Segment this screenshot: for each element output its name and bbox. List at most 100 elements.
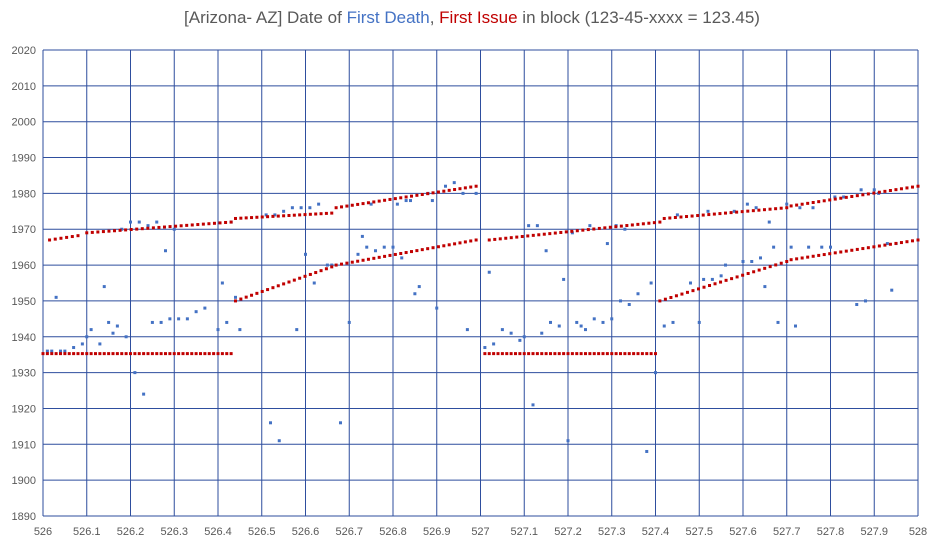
first-issue-point — [415, 249, 419, 253]
title-first-issue: First Issue — [439, 8, 518, 27]
first-issue-point — [340, 205, 344, 209]
first-death-point — [619, 299, 622, 303]
x-tick-label: 527.3 — [598, 526, 626, 538]
first-issue-point — [741, 273, 745, 277]
first-issue-point — [806, 255, 810, 259]
first-death-point — [885, 242, 889, 246]
first-issue-point — [527, 352, 531, 356]
first-issue-point — [553, 231, 557, 235]
grid — [42, 49, 919, 517]
first-issue-point — [822, 199, 826, 203]
first-issue-point — [76, 234, 80, 238]
first-death-point — [54, 295, 58, 299]
first-death-point — [785, 202, 789, 206]
first-issue-point — [877, 190, 881, 194]
first-issue-point — [640, 352, 644, 356]
first-death-point — [185, 317, 189, 321]
first-issue-point — [632, 352, 636, 356]
first-issue-point — [487, 352, 491, 356]
first-issue-point — [669, 295, 673, 299]
first-death-point — [203, 306, 207, 310]
first-issue-point — [146, 226, 150, 230]
first-issue-point — [542, 232, 546, 236]
first-issue-point — [608, 225, 612, 229]
first-death-point — [452, 181, 456, 185]
first-issue-point — [570, 352, 574, 356]
first-issue-point — [244, 295, 248, 299]
first-issue-point — [757, 268, 761, 272]
first-death-point — [111, 331, 115, 335]
first-issue-point — [168, 225, 172, 229]
title-first-death: First Death — [346, 8, 430, 27]
first-issue-point — [493, 237, 497, 241]
y-tick-label: 1940 — [12, 332, 36, 344]
first-issue-point — [872, 191, 876, 195]
first-issue-point — [570, 229, 574, 233]
first-issue-point — [910, 239, 914, 243]
first-death-point — [570, 231, 574, 235]
first-issue-point — [426, 247, 430, 251]
first-death-point — [137, 220, 141, 224]
first-issue-point — [70, 235, 74, 239]
first-issue-point — [255, 215, 259, 219]
first-issue-point — [442, 244, 446, 248]
first-issue-point — [910, 185, 914, 189]
first-issue-point — [685, 215, 689, 219]
first-issue-point — [586, 228, 590, 232]
first-death-point — [697, 320, 701, 324]
first-issue-point — [828, 252, 832, 256]
first-issue-point — [691, 289, 695, 293]
first-death-point — [85, 335, 89, 339]
first-issue-point — [685, 290, 689, 294]
first-death-point — [662, 324, 666, 328]
first-issue-point — [388, 197, 392, 201]
first-issue-point — [641, 222, 645, 226]
first-death-point — [159, 320, 163, 324]
first-issue-point — [146, 352, 150, 356]
first-issue-point — [800, 202, 804, 206]
first-death-point — [649, 281, 653, 285]
first-issue-point — [85, 352, 89, 356]
first-issue-point — [795, 257, 799, 261]
first-issue-point — [203, 352, 207, 356]
first-issue-point — [605, 352, 609, 356]
first-issue-point — [216, 352, 220, 356]
first-issue-point — [89, 352, 93, 356]
first-issue-point — [474, 184, 478, 188]
first-issue-point — [334, 206, 338, 210]
first-issue-point — [708, 283, 712, 287]
first-issue-point — [905, 240, 909, 244]
first-death-point — [636, 292, 640, 296]
first-issue-point — [658, 220, 662, 224]
first-issue-point — [520, 235, 524, 239]
first-issue-point — [72, 352, 76, 356]
first-issue-point — [356, 259, 360, 263]
first-issue-point — [271, 214, 275, 218]
first-death-point — [509, 331, 513, 335]
first-issue-point — [155, 352, 159, 356]
first-issue-point — [431, 246, 435, 250]
first-death-point — [789, 245, 793, 249]
first-issue-point — [730, 277, 734, 281]
first-issue-point — [129, 228, 133, 232]
first-issue-point — [505, 352, 509, 356]
first-issue-point — [124, 228, 128, 232]
first-issue-point — [458, 241, 462, 245]
first-issue-point — [239, 216, 243, 220]
first-death-point — [706, 209, 710, 213]
first-issue-point — [356, 202, 360, 206]
first-issue-point — [168, 352, 172, 356]
first-issue-point — [916, 184, 920, 188]
first-issue-point — [201, 222, 205, 226]
first-issue-point — [487, 238, 491, 242]
first-issue-point — [877, 244, 881, 248]
first-issue-point — [181, 352, 185, 356]
first-issue-point — [225, 352, 229, 356]
first-death-point — [531, 403, 535, 407]
y-tick-label: 1920 — [12, 403, 36, 415]
first-death-point — [356, 252, 360, 256]
first-death-point — [347, 320, 351, 324]
first-issue-point — [673, 215, 677, 219]
first-issue-point — [177, 352, 181, 356]
first-death-point — [155, 220, 159, 224]
